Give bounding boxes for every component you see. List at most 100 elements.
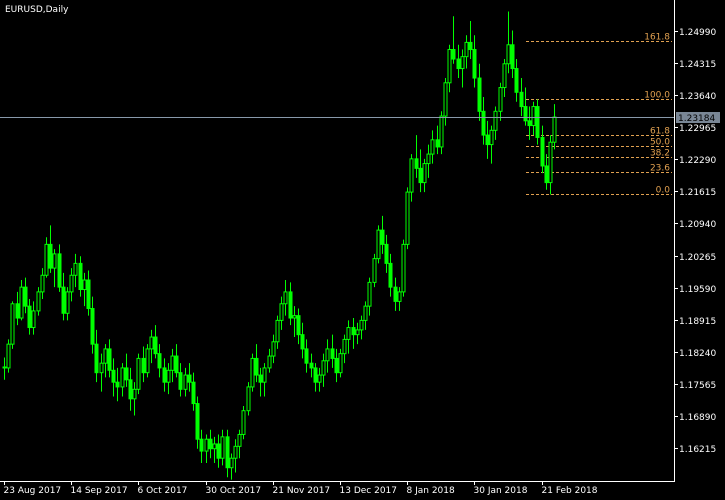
price-tick-label: 1.22965 [679,124,716,134]
fibo-level-label: 161.8 [644,33,670,43]
candle [254,344,259,383]
candle [393,277,398,311]
candle-body-bear [456,58,461,70]
candle [372,253,377,288]
candle-body-bull [250,357,255,388]
candle-body-bull [241,410,246,435]
time-axis[interactable]: 23 Aug 2017 14 Sep 2017 6 Oct 2017 30 Oct 2… [4,481,598,496]
candle [292,306,297,338]
candle [439,111,444,155]
candle [157,344,162,378]
candle-body-bear [304,348,309,364]
candle [409,154,414,202]
candle [61,272,66,321]
candle-body-bear [48,243,53,269]
candle [531,101,536,136]
candle [132,382,137,416]
price-axis[interactable]: 1.24990 1.24315 1.23640 1.22965 1.22290 1.216… [674,28,716,455]
candle [153,325,158,359]
candle-body-bull [359,319,364,331]
candle-body-bull [65,291,70,314]
candle [78,256,83,297]
fibo-level-label: 61.8 [650,127,670,137]
candle-body-bull [220,436,225,459]
candle-body-bull [439,115,444,148]
candle [355,322,360,345]
candle-body-bear [393,286,398,302]
candle-body-bear [300,334,305,350]
candle [330,334,335,368]
candle [363,301,368,330]
candle-body-bull [149,336,154,350]
candle-body-bear [162,367,167,383]
candle-body-bear [191,381,196,405]
price-tick-label: 1.16890 [679,413,716,423]
candle [506,11,511,74]
candle [460,49,465,88]
candle-body-bear [187,374,192,383]
candle-body-bear [334,357,339,374]
fibo-level-label: 100.0 [644,91,670,101]
candle [6,339,11,373]
candle-body-bull [132,388,137,400]
candle-body-bull [443,82,448,117]
candle [136,353,141,395]
candle-body-bear [514,68,519,93]
candle-body-bear [435,139,440,148]
candle-body-bull [409,158,414,193]
candle-body-bull [355,329,360,336]
candle [376,225,381,264]
candlestick-series [2,11,557,480]
candle [145,344,150,378]
candle [10,301,15,349]
candle-body-bull [342,338,347,355]
candle-body-bull [246,386,251,412]
candle-body-bull [447,49,452,84]
candle [166,363,171,395]
candle-body-bull [376,229,381,260]
fibo-level-label: 0.0 [656,186,671,196]
candle-body-bull [321,360,326,376]
candle-body-bear [418,167,423,184]
candle-body-bull [166,369,171,383]
candle-body-bull [502,63,507,89]
candle-body-bear [111,369,116,383]
time-tick-label: 13 Dec 2017 [340,486,398,496]
time-tick-label: 8 Jan 2018 [407,486,455,496]
candle [342,334,347,364]
candle [367,277,372,316]
candle-body-bull [69,274,74,293]
candle [334,348,339,383]
candle-body-bear [128,379,133,400]
candle-body-bear [527,120,532,127]
candle [216,434,221,468]
candle-body-bear [157,353,162,369]
candle [36,287,41,316]
candle [540,125,545,174]
current-price-label: 1.23184 [678,114,715,124]
candle-body-bull [401,243,406,293]
time-tick-label: 23 Aug 2017 [4,486,62,496]
candle-body-bull [212,443,217,450]
candle [548,135,553,195]
candle [397,287,402,311]
candle-body-bear [481,110,486,136]
candle-body-bull [279,303,284,321]
candle [48,225,53,273]
candle-body-bull [430,139,435,155]
candle-body-bear [115,381,120,388]
candle-body-bear [15,303,20,319]
candle [31,301,36,335]
candle [519,78,524,117]
candle [170,348,175,383]
candle-body-bull [183,374,188,390]
candle [208,429,213,459]
candle-body-bull [548,141,553,184]
candle [388,253,393,297]
fibonacci-retracement[interactable]: 161.8 100.0 61.850.038.2 23.6 0.0 [526,33,672,196]
candle [380,215,385,254]
candle [103,344,108,378]
candle-body-bear [384,243,389,264]
candle [19,280,24,321]
